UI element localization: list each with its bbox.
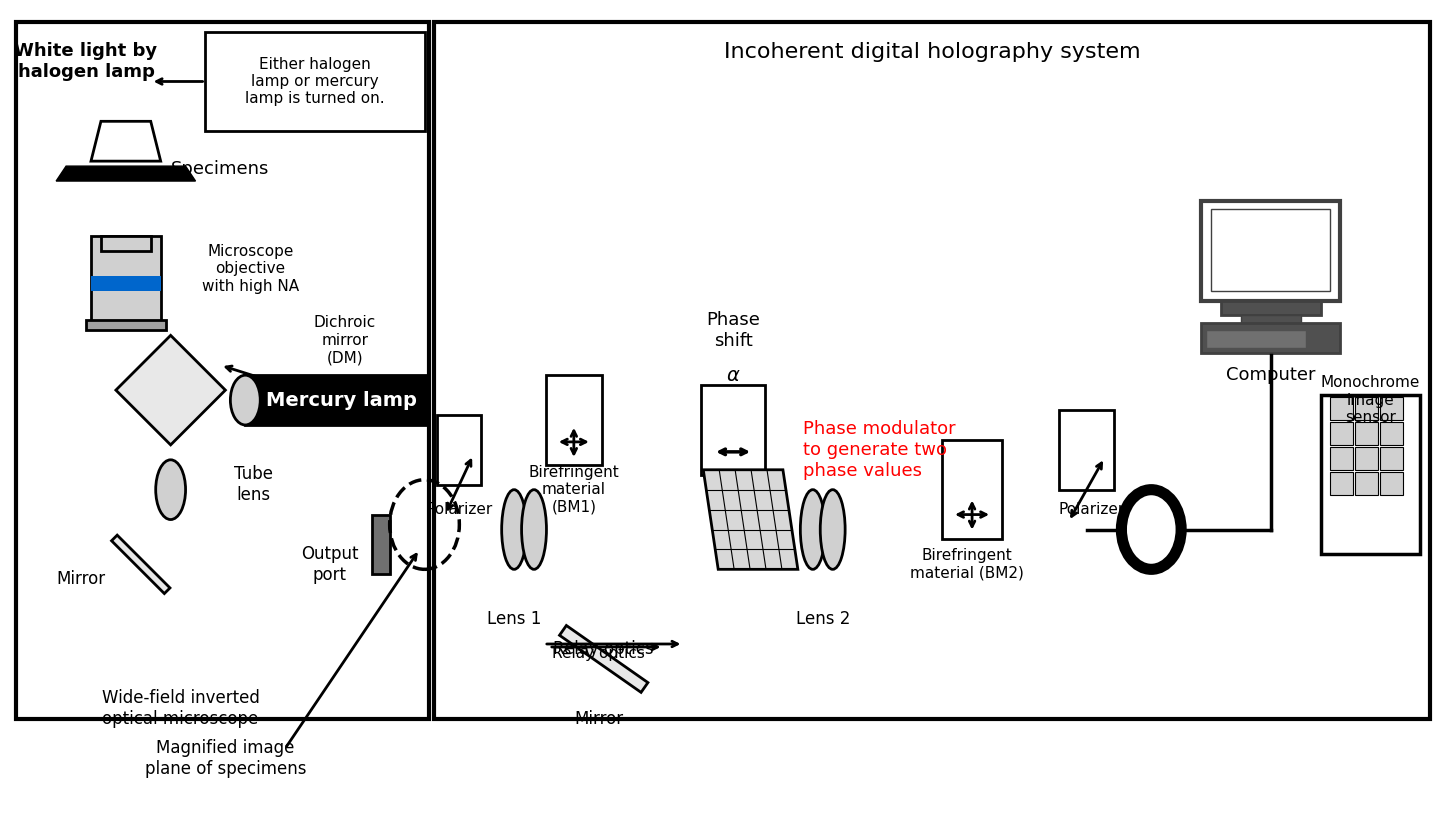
Bar: [372, 514, 390, 574]
Bar: [91, 276, 161, 291]
Text: Mirror: Mirror: [575, 710, 624, 727]
Text: Phase modulator
to generate two
phase values: Phase modulator to generate two phase va…: [804, 420, 956, 479]
Bar: [1320, 395, 1420, 554]
Bar: [942, 440, 1002, 539]
Ellipse shape: [801, 489, 825, 569]
Text: Dichroic
mirror
(DM): Dichroic mirror (DM): [314, 316, 376, 365]
Polygon shape: [560, 625, 648, 692]
Text: Polarizer: Polarizer: [1058, 502, 1125, 517]
Text: Output
port: Output port: [301, 545, 359, 584]
Bar: [16, 22, 429, 719]
Bar: [1331, 472, 1354, 494]
Bar: [1355, 447, 1378, 470]
Bar: [1221, 301, 1320, 316]
Bar: [1331, 422, 1354, 445]
Text: White light by
halogen lamp: White light by halogen lamp: [14, 43, 157, 81]
Ellipse shape: [230, 375, 261, 425]
Bar: [438, 415, 481, 484]
Text: Specimens: Specimens: [171, 160, 269, 178]
Text: Mirror: Mirror: [56, 570, 105, 589]
Text: Relay optics: Relay optics: [553, 646, 645, 661]
Bar: [206, 32, 425, 131]
Text: Tube
lens: Tube lens: [233, 465, 272, 504]
Text: Magnified image
plane of specimens: Magnified image plane of specimens: [144, 739, 307, 778]
Bar: [1331, 447, 1354, 470]
Ellipse shape: [821, 489, 845, 569]
Bar: [101, 235, 151, 250]
Polygon shape: [111, 535, 170, 594]
Bar: [111, 181, 141, 480]
Text: α: α: [727, 366, 740, 385]
Ellipse shape: [501, 489, 527, 569]
Bar: [170, 365, 251, 415]
Bar: [1058, 410, 1115, 489]
Bar: [111, 380, 141, 480]
Bar: [1381, 472, 1403, 494]
Polygon shape: [703, 470, 798, 569]
Bar: [1381, 422, 1403, 445]
Bar: [170, 488, 415, 538]
Bar: [1241, 316, 1300, 323]
Text: Polarizer: Polarizer: [426, 502, 492, 517]
Bar: [156, 489, 186, 600]
Text: Lens 1: Lens 1: [487, 610, 541, 628]
Bar: [1355, 397, 1378, 420]
Text: Mercury lamp: Mercury lamp: [266, 391, 418, 410]
Polygon shape: [56, 166, 196, 181]
Text: Computer: Computer: [1225, 367, 1316, 384]
Polygon shape: [115, 336, 226, 445]
Ellipse shape: [156, 460, 186, 519]
Text: Monochrome
image
sensor: Monochrome image sensor: [1320, 375, 1420, 425]
Polygon shape: [91, 121, 161, 161]
Bar: [1331, 397, 1354, 420]
Bar: [546, 375, 602, 465]
Bar: [1201, 323, 1341, 353]
Text: Microscope
objective
with high NA: Microscope objective with high NA: [202, 244, 300, 294]
Ellipse shape: [1122, 489, 1181, 569]
Bar: [1355, 472, 1378, 494]
Bar: [1207, 331, 1306, 348]
Bar: [91, 235, 161, 326]
Bar: [1211, 209, 1331, 291]
Bar: [1381, 397, 1403, 420]
Bar: [1381, 447, 1403, 470]
Bar: [1355, 422, 1378, 445]
Bar: [86, 321, 166, 331]
Bar: [435, 22, 1430, 719]
Bar: [701, 385, 765, 475]
Text: Phase
shift: Phase shift: [706, 311, 760, 350]
Bar: [245, 375, 429, 425]
Text: Wide-field inverted
optical microscope: Wide-field inverted optical microscope: [102, 690, 259, 728]
Text: Lens 2: Lens 2: [795, 610, 850, 628]
Bar: [435, 499, 1331, 559]
Text: Birefringent
material (BM2): Birefringent material (BM2): [910, 548, 1024, 580]
Ellipse shape: [521, 489, 546, 569]
Text: Birefringent
material
(BM1): Birefringent material (BM1): [528, 465, 619, 514]
Text: Either halogen
lamp or mercury
lamp is turned on.: Either halogen lamp or mercury lamp is t…: [245, 57, 384, 106]
Text: Incoherent digital holography system: Incoherent digital holography system: [724, 42, 1140, 62]
Bar: [1201, 201, 1341, 301]
Text: Relay optics: Relay optics: [553, 640, 654, 658]
